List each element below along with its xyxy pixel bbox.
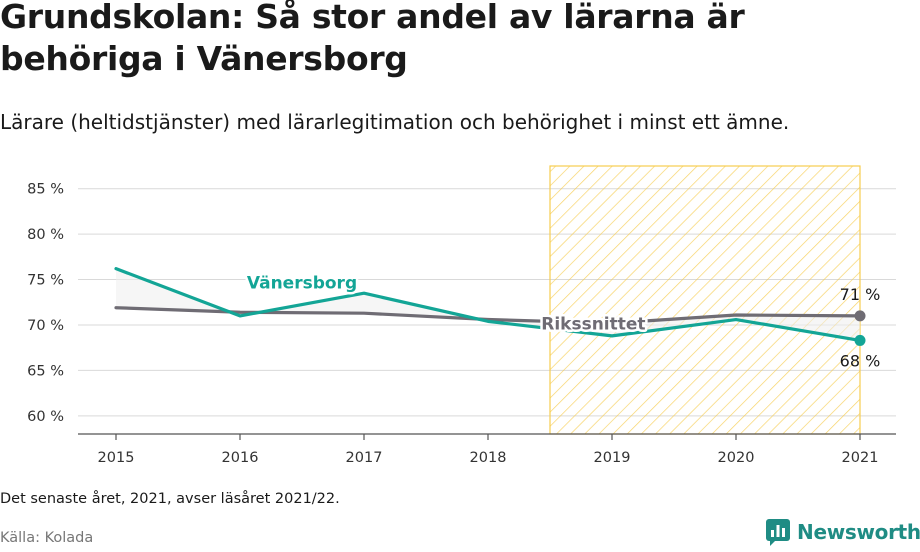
highlight-region	[549, 165, 861, 435]
chart-title: Grundskolan: Så stor andel av lärarna är…	[0, 0, 745, 78]
y-tick-label: 60 %	[27, 409, 64, 425]
line-chart: 60 % 65 % 70 % 75 % 80 % 85 % 2015 2016 2017 2018…	[27, 165, 896, 466]
y-tick-label: 65 %	[27, 363, 64, 379]
x-tick-label: 2018	[470, 450, 507, 466]
x-tick-label: 2017	[346, 450, 383, 466]
newsworthy-icon	[766, 519, 790, 546]
vanersborg-line	[114, 267, 862, 343]
newsworthy-logo: Newsworthy	[765, 518, 920, 546]
source-text: Källa: Kolada	[0, 530, 94, 546]
x-tick-label: 2016	[222, 450, 259, 466]
brand-name: Newsworthy	[797, 520, 920, 544]
rikssnitt-line	[114, 306, 862, 325]
y-tick-label: 80 %	[27, 227, 64, 243]
rikssnitt-end-dot	[854, 310, 866, 322]
difference-area	[116, 268, 860, 341]
vanersborg-end-dot	[854, 334, 866, 346]
chart-subtitle: Lärare (heltidstjänster) med lärarlegiti…	[0, 110, 790, 134]
rikssnitt-series-label: Rikssnittet	[541, 315, 645, 335]
rikssnitt-end-label: 71 %	[840, 285, 881, 304]
vanersborg-end-label: 68 %	[840, 351, 881, 370]
y-tick-label: 70 %	[27, 318, 64, 334]
y-tick-label: 85 %	[27, 182, 64, 198]
x-tick-label: 2015	[98, 450, 135, 466]
footnote: Det senaste året, 2021, avser läsåret 20…	[0, 491, 340, 507]
y-tick-label: 75 %	[27, 273, 64, 289]
vanersborg-series-label: Vänersborg	[247, 274, 357, 294]
x-tick-label: 2020	[718, 450, 755, 466]
x-tick-label: 2021	[842, 450, 879, 466]
x-tick-label: 2019	[594, 450, 631, 466]
